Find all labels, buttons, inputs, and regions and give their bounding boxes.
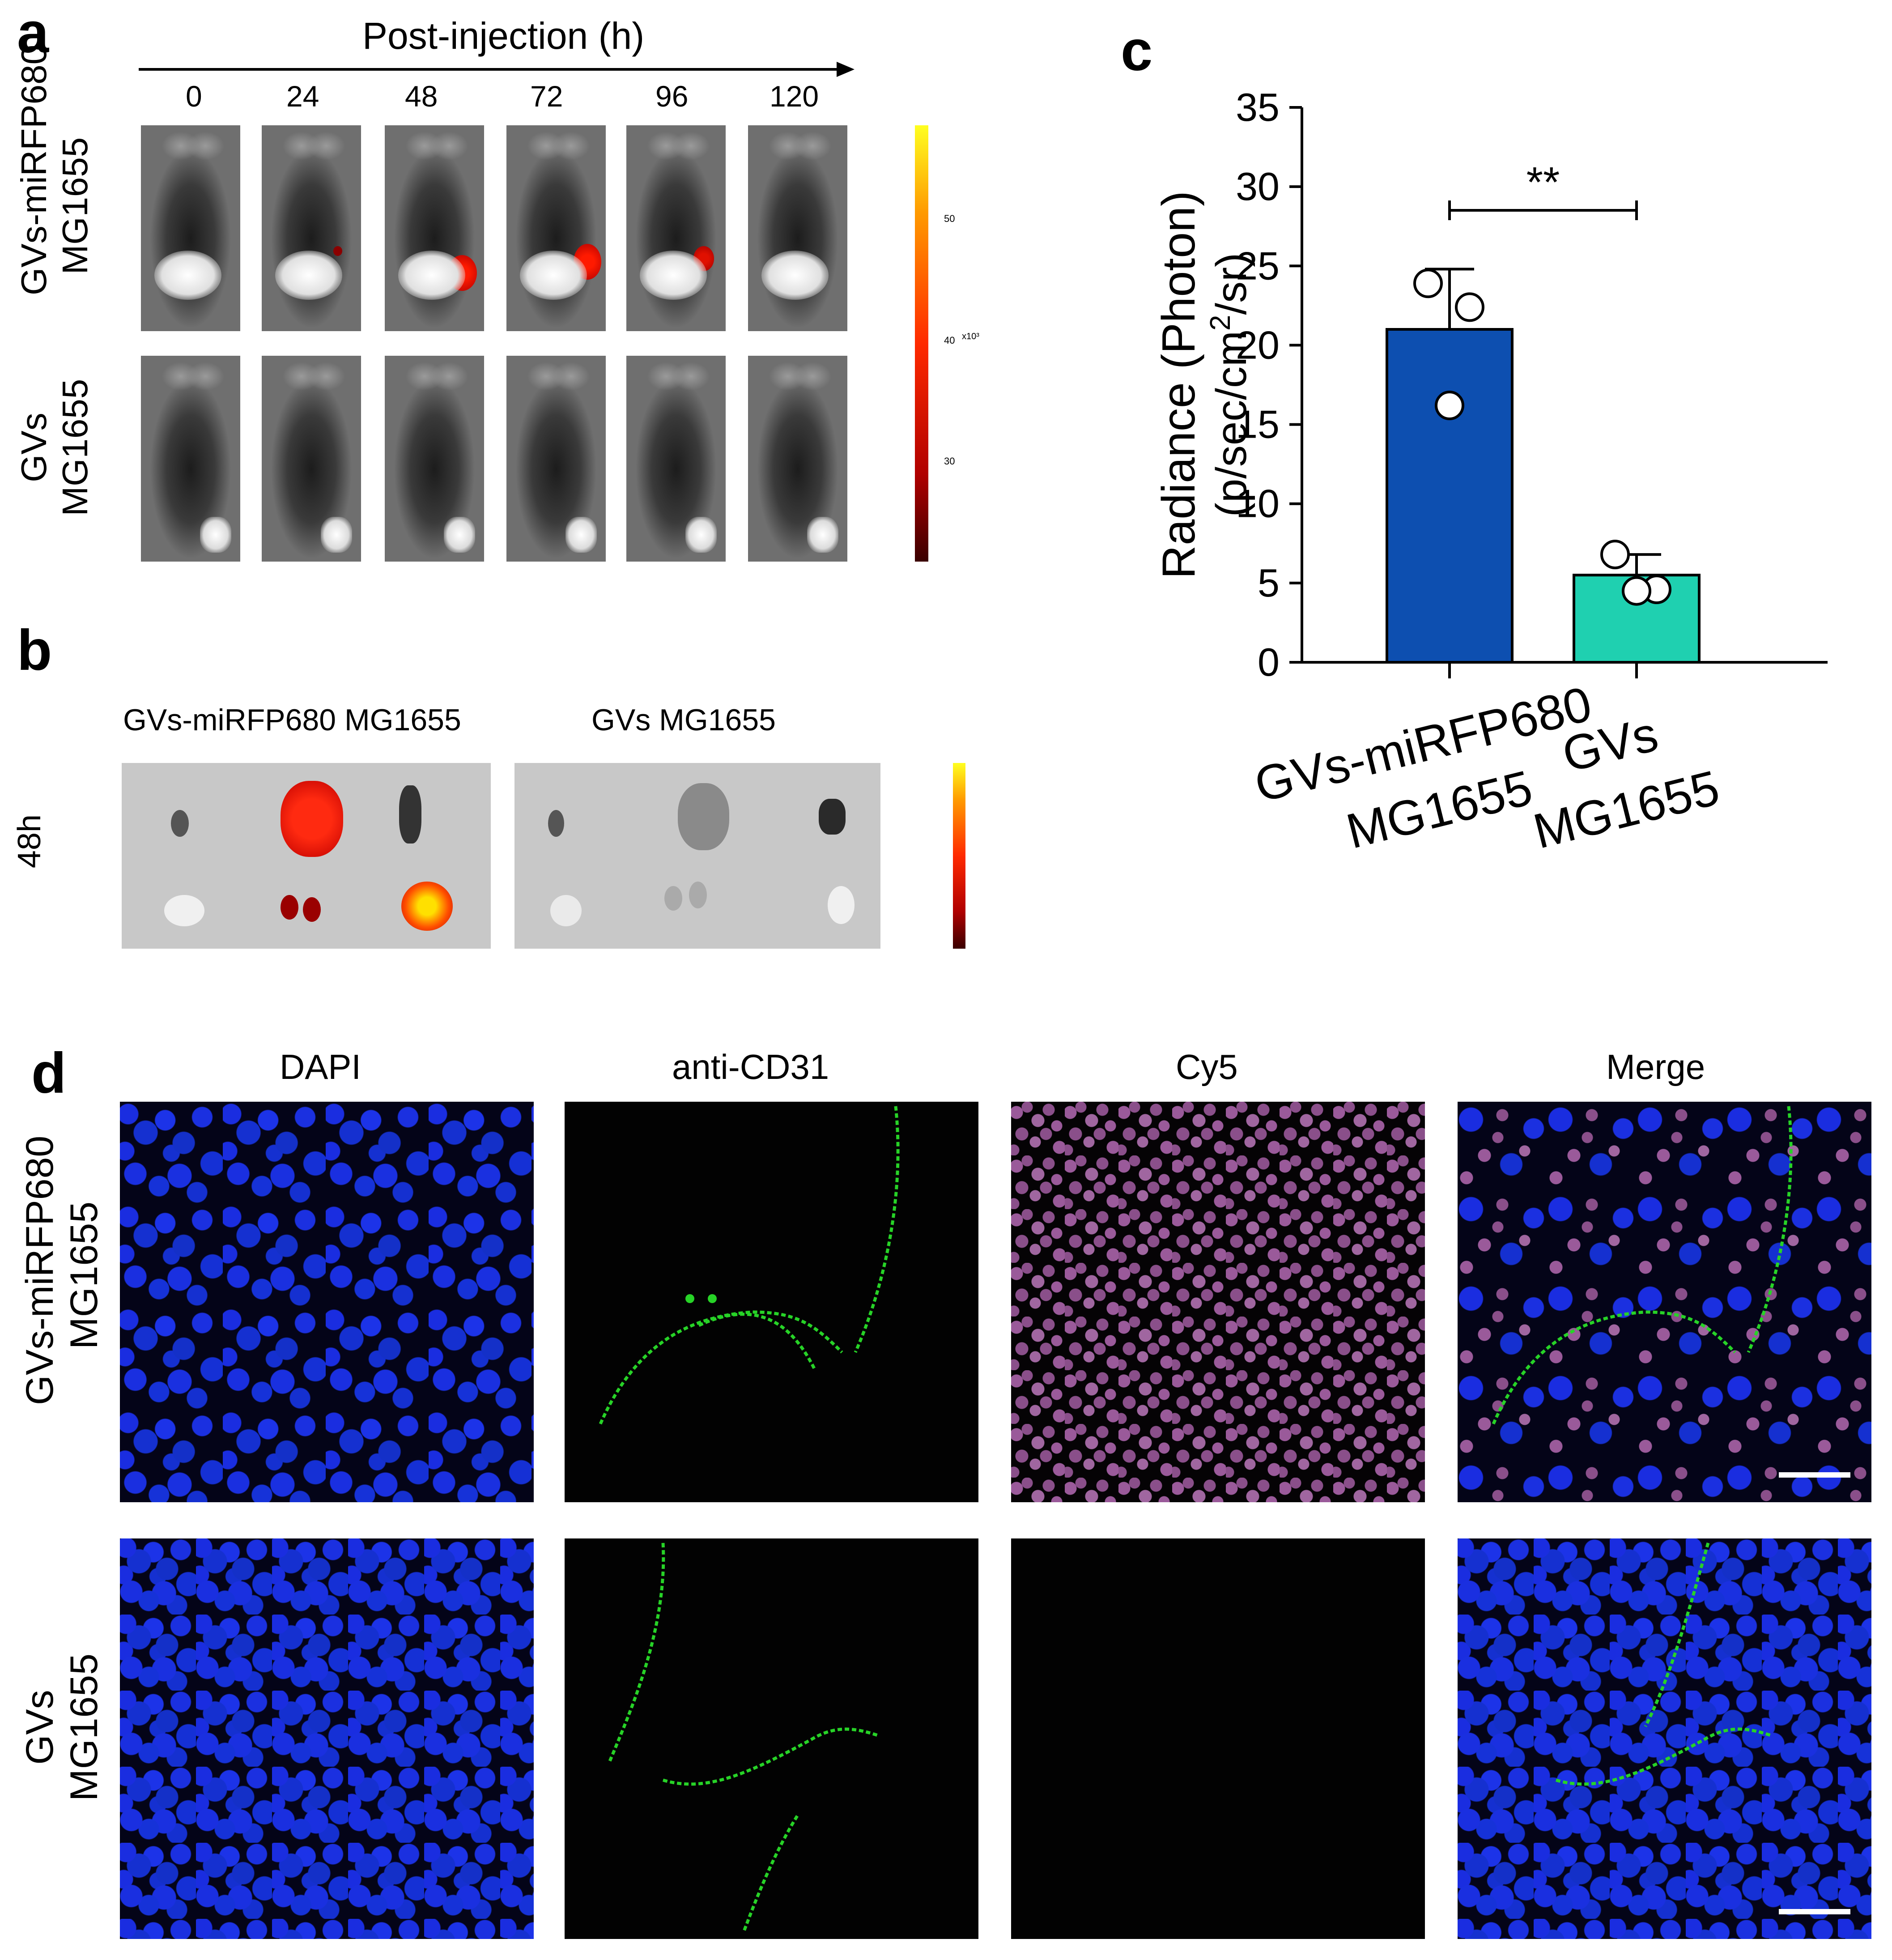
- vessel-overlay: [1555, 1542, 1772, 1786]
- panel-c-letter: c: [1121, 19, 1153, 83]
- organ: [828, 886, 855, 924]
- data-point: [1455, 292, 1484, 322]
- mouse-image: [385, 356, 484, 562]
- timepoint-label: 120: [770, 80, 819, 113]
- colorbar-b: [953, 763, 965, 949]
- colorbar-a-unit: x10³: [962, 332, 979, 341]
- panel-b-letter: b: [17, 618, 52, 682]
- x-category-line: MG1655: [1528, 760, 1725, 859]
- y-tick-label: 35: [1236, 85, 1280, 129]
- y-tick-label: 30: [1236, 164, 1280, 209]
- channel-title-cd31: anti-CD31: [672, 1047, 829, 1087]
- vessel-overlay: [599, 1106, 900, 1425]
- organ-signal: [401, 882, 453, 931]
- radiance-bar-chart: 0 5 10 15 20 25 30 35 Radiance (Photon) (p/sec/cm…: [1153, 85, 1828, 859]
- organ-image-left: [122, 763, 491, 949]
- chart-bars: [1386, 268, 1701, 664]
- scale-bar: [1779, 1472, 1850, 1478]
- micrograph-dapi: [120, 1102, 534, 1502]
- vessel-overlay: [1492, 1106, 1793, 1425]
- mouse-image: [626, 356, 726, 562]
- channel-title-cy5: Cy5: [1176, 1047, 1238, 1087]
- panel-d-row-label-2: GVs MG1655: [18, 1653, 106, 1801]
- micrograph-cd31: [565, 1102, 978, 1502]
- mouse-image: [141, 356, 240, 562]
- micrograph-cd31: [565, 1538, 978, 1939]
- timepoint-label: 24: [286, 80, 319, 113]
- significance-label: **: [1526, 158, 1560, 206]
- bar-1: [1386, 328, 1514, 664]
- panel-a-row-label-2: GVs MG1655: [14, 379, 95, 516]
- micrograph-merge: [1458, 1102, 1871, 1502]
- panel-a-row-label-1: GVs-miRFP680 MG1655: [14, 44, 95, 295]
- organ: [550, 895, 582, 926]
- panel-a-axis-title: Post-injection (h): [362, 15, 645, 57]
- data-point: [1413, 268, 1443, 298]
- mouse-image: [385, 125, 484, 331]
- fluorescence-signal: [693, 246, 714, 271]
- mouse-image: [748, 125, 847, 331]
- y-axis-title-units: (p/sec/cm2/sr): [1204, 253, 1255, 517]
- organ: [548, 810, 564, 837]
- y-tick-label: 5: [1258, 561, 1280, 605]
- fluorescence-signal: [333, 246, 342, 256]
- organ-signal: [303, 897, 321, 922]
- mouse-image: [506, 125, 606, 331]
- organ: [678, 783, 729, 850]
- colorbar-a-tick: 40: [944, 335, 955, 346]
- scale-bar: [1779, 1909, 1850, 1914]
- organ: [171, 810, 189, 837]
- micrograph-merge: [1458, 1538, 1871, 1939]
- organ: [689, 882, 707, 908]
- panel-a-letter: a: [17, 1, 49, 65]
- colorbar-a: [915, 125, 928, 562]
- y-tick-label: 20: [1236, 323, 1280, 367]
- panel-b-row-label: 48h: [12, 814, 47, 869]
- micrograph-cy5: [1011, 1538, 1425, 1939]
- mouse-image: [141, 125, 240, 331]
- mouse-image: [262, 356, 361, 562]
- panel-d-row-label-1: GVs-miRFP680 MG1655: [18, 1135, 106, 1405]
- micrograph-cy5: [1011, 1102, 1425, 1502]
- mouse-image: [262, 125, 361, 331]
- panel-b-group-title: GVs MG1655: [591, 703, 776, 737]
- fluorescence-signal: [447, 255, 477, 291]
- y-tick-label: 15: [1236, 402, 1280, 447]
- organ-signal: [281, 895, 298, 920]
- y-tick-label: 10: [1236, 481, 1280, 526]
- timepoint-label: 72: [530, 80, 563, 113]
- organ: [819, 799, 846, 835]
- mouse-image: [748, 356, 847, 562]
- time-axis-arrow: [139, 62, 855, 77]
- colorbar-a-tick: 50: [944, 213, 955, 224]
- y-tick-label: 0: [1258, 640, 1280, 684]
- timepoint-label: 48: [405, 80, 438, 113]
- organ-signal: [281, 781, 343, 857]
- mouse-image: [506, 356, 606, 562]
- channel-title-merge: Merge: [1606, 1047, 1705, 1087]
- y-axis-title: Radiance (Photon): [1153, 191, 1205, 579]
- fluorescence-signal: [574, 244, 601, 280]
- panel-b-group-title: GVs-miRFP680 MG1655: [123, 703, 461, 737]
- data-point: [1600, 540, 1630, 570]
- panel-d-letter: d: [31, 1041, 67, 1105]
- data-point: [1435, 391, 1464, 421]
- data-point: [1622, 576, 1651, 606]
- organ: [664, 886, 682, 911]
- channel-title-dapi: DAPI: [280, 1047, 361, 1087]
- micrograph-dapi: [120, 1538, 534, 1939]
- organ-image-right: [514, 763, 880, 949]
- chart-points: [1413, 268, 1671, 606]
- organ: [164, 895, 204, 926]
- mouse-image: [626, 125, 726, 331]
- vessel-overlay: [608, 1542, 879, 1933]
- timepoint-label: 96: [655, 80, 689, 113]
- colorbar-a-tick: 30: [944, 456, 955, 467]
- y-tick-label: 25: [1236, 243, 1280, 288]
- organ: [399, 785, 421, 844]
- timepoint-label: 0: [186, 80, 202, 113]
